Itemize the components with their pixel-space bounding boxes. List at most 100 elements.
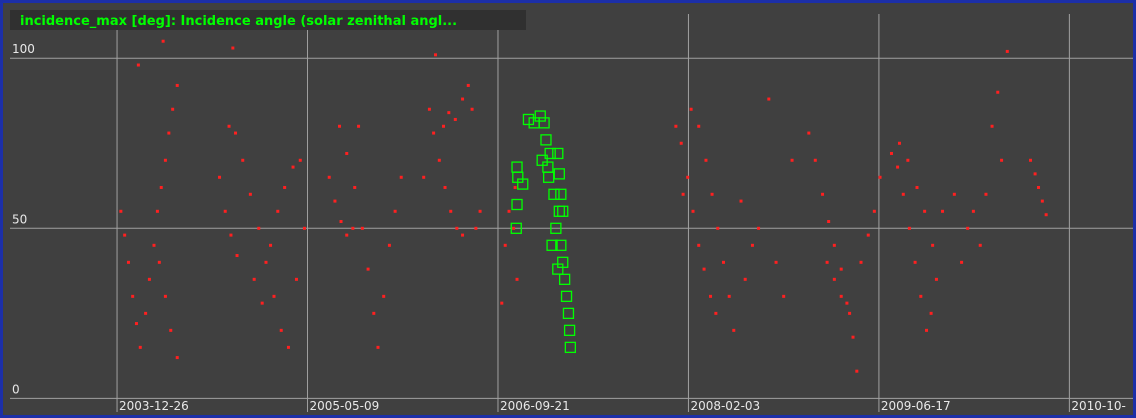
data-point bbox=[443, 185, 447, 189]
data-point bbox=[223, 209, 227, 213]
data-point bbox=[279, 328, 283, 332]
selected-point bbox=[562, 307, 575, 320]
selected-point bbox=[540, 134, 552, 146]
data-point bbox=[357, 124, 361, 128]
data-point bbox=[248, 192, 252, 196]
data-point bbox=[345, 151, 349, 155]
data-point bbox=[774, 260, 778, 264]
data-point bbox=[257, 226, 261, 230]
data-point bbox=[136, 63, 140, 67]
selected-point bbox=[538, 117, 550, 129]
selected-point bbox=[552, 263, 564, 275]
data-point bbox=[691, 209, 695, 213]
marks bbox=[119, 39, 1048, 373]
selected-point bbox=[546, 239, 558, 251]
data-point bbox=[512, 226, 516, 230]
data-point bbox=[302, 226, 306, 230]
selected-point bbox=[563, 324, 576, 337]
selected-point bbox=[557, 205, 569, 217]
data-point bbox=[422, 175, 426, 179]
data-point bbox=[393, 209, 397, 213]
data-point bbox=[743, 277, 747, 281]
selected-point bbox=[564, 341, 577, 354]
x-tick-label: 2010-10- bbox=[1071, 399, 1125, 413]
data-point bbox=[123, 233, 127, 237]
data-point bbox=[455, 226, 459, 230]
y-tick-label: 0 bbox=[12, 382, 20, 396]
selected-point bbox=[536, 154, 548, 166]
x-tick-label: 2008-02-03 bbox=[690, 399, 760, 413]
data-point bbox=[807, 131, 811, 135]
selected-point bbox=[560, 290, 573, 302]
data-point bbox=[934, 277, 938, 281]
x-tick-label: 2005-05-09 bbox=[310, 399, 380, 413]
x-tick-label: 2003-12-26 bbox=[119, 399, 189, 413]
data-point bbox=[298, 158, 302, 162]
selected-point bbox=[544, 147, 556, 160]
y-tick-label: 100 bbox=[12, 42, 35, 56]
data-point bbox=[434, 53, 438, 57]
data-point bbox=[466, 83, 470, 87]
data-point bbox=[710, 192, 714, 196]
data-point bbox=[353, 185, 357, 189]
data-point bbox=[513, 185, 517, 189]
data-point bbox=[872, 209, 876, 213]
data-point bbox=[697, 124, 701, 128]
data-point bbox=[855, 369, 859, 373]
data-point bbox=[1037, 185, 1041, 189]
data-point bbox=[697, 243, 701, 247]
selected-point bbox=[558, 273, 571, 285]
data-point bbox=[702, 267, 706, 271]
data-point bbox=[231, 46, 235, 50]
data-point bbox=[152, 243, 156, 247]
data-point bbox=[175, 356, 179, 360]
data-point bbox=[931, 243, 935, 247]
data-point bbox=[171, 107, 175, 111]
data-point bbox=[966, 226, 970, 230]
data-point bbox=[474, 226, 478, 230]
data-point bbox=[227, 124, 231, 128]
data-point bbox=[351, 226, 355, 230]
data-point bbox=[896, 165, 900, 169]
data-point bbox=[689, 107, 693, 111]
data-point bbox=[832, 277, 836, 281]
data-point bbox=[915, 185, 919, 189]
data-point bbox=[155, 209, 159, 213]
data-point bbox=[264, 260, 268, 264]
data-point bbox=[229, 233, 233, 237]
data-point bbox=[252, 277, 256, 281]
data-point bbox=[507, 209, 511, 213]
data-point bbox=[291, 165, 295, 169]
data-point bbox=[739, 199, 743, 203]
selected-point bbox=[534, 110, 546, 122]
data-point bbox=[971, 209, 975, 213]
data-point bbox=[990, 124, 994, 128]
data-point bbox=[447, 111, 451, 115]
data-point bbox=[119, 209, 123, 213]
data-point bbox=[138, 345, 142, 349]
title-box bbox=[10, 10, 526, 30]
data-point bbox=[1005, 49, 1009, 53]
data-point bbox=[923, 209, 927, 213]
data-point bbox=[461, 233, 465, 237]
data-point bbox=[503, 243, 507, 247]
data-point bbox=[163, 158, 167, 162]
data-point bbox=[878, 175, 882, 179]
data-point bbox=[839, 267, 843, 271]
data-point bbox=[721, 260, 725, 264]
data-point bbox=[126, 260, 130, 264]
data-point bbox=[399, 175, 403, 179]
data-point bbox=[453, 117, 457, 121]
data-point bbox=[294, 277, 298, 281]
data-point bbox=[1033, 172, 1037, 176]
data-point bbox=[889, 151, 893, 155]
data-point bbox=[907, 226, 911, 230]
data-point bbox=[218, 175, 222, 179]
data-point bbox=[832, 243, 836, 247]
data-point bbox=[276, 209, 280, 213]
y-tick-label: 50 bbox=[12, 212, 27, 226]
data-point bbox=[169, 328, 173, 332]
data-point bbox=[360, 226, 364, 230]
data-point bbox=[163, 294, 167, 298]
